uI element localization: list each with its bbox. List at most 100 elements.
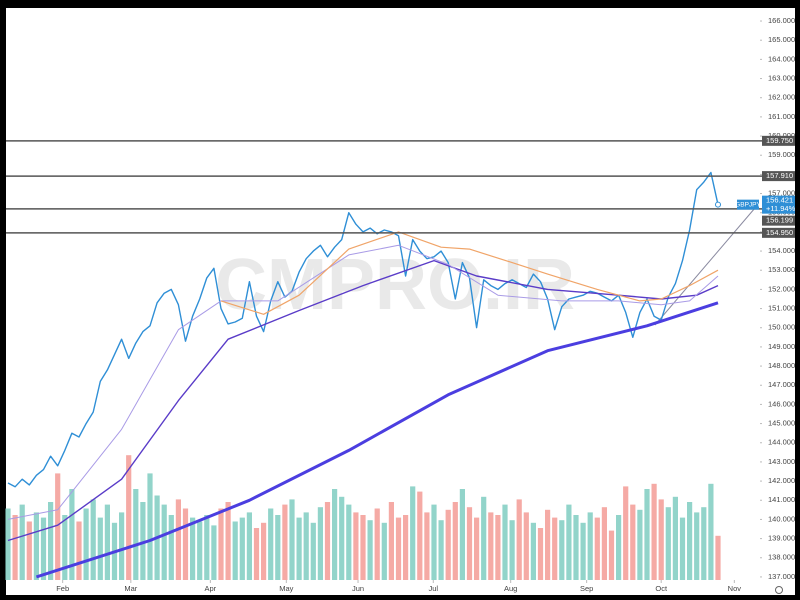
volume-bar [253, 528, 260, 580]
volume-bar [147, 473, 153, 580]
y-tick-label: 137.000 [768, 572, 795, 581]
y-tick-label: 164.000 [768, 54, 795, 63]
volume-bar [594, 517, 600, 580]
symbol-box [737, 199, 759, 210]
volume-bar [481, 496, 487, 580]
x-tick-label: Aug [504, 584, 517, 593]
volume-bar [211, 525, 217, 580]
volume-bar [324, 502, 331, 580]
volume-bar [623, 486, 629, 580]
x-tick-label: Oct [655, 584, 668, 593]
volume-bar [424, 512, 430, 580]
x-tick-label: Jun [352, 584, 364, 593]
level-label-box [762, 171, 795, 182]
volume-bar [367, 520, 373, 580]
y-tick-label: 163.000 [768, 74, 795, 83]
y-tick-label: 142.000 [768, 476, 795, 485]
volume-bar [268, 508, 274, 580]
volume-bar [474, 517, 480, 580]
volume-bar [12, 515, 18, 580]
volume-bar [502, 504, 508, 580]
level-label: 157.910 [766, 171, 793, 180]
volume-bar [232, 521, 238, 580]
level-label-box [762, 215, 795, 226]
y-tick-label: 157.000 [768, 189, 795, 198]
volume-bar [566, 504, 572, 580]
volume-bar [175, 499, 181, 580]
volume-bar [360, 515, 366, 580]
volume-bar [530, 522, 536, 580]
y-tick-label: 150.000 [768, 323, 795, 332]
volume-bar [580, 522, 586, 580]
last-point [715, 201, 721, 208]
level-label: 154.950 [766, 228, 793, 237]
volume-bar [537, 528, 544, 580]
price-line [7, 259, 719, 542]
volume-bar [403, 515, 409, 580]
volume-bar [69, 489, 75, 580]
last-price-label: 156.421 [766, 196, 793, 205]
volume-bar [488, 512, 494, 580]
x-tick-label: May [279, 584, 293, 593]
volume-bar [459, 489, 465, 580]
volume-bar [694, 512, 700, 580]
y-tick-label: 151.000 [768, 304, 795, 313]
y-tick-label: 149.000 [768, 342, 795, 351]
y-tick-label: 153.000 [768, 265, 795, 274]
volume-bar [310, 522, 316, 580]
volume-bar [672, 496, 678, 580]
volume-bar [651, 483, 657, 580]
y-tick-label: 145.000 [768, 419, 795, 428]
volume-bar [509, 520, 515, 580]
symbol-label: GBPJPY [735, 201, 761, 208]
volume-bar [33, 512, 39, 580]
volume-bar [388, 502, 394, 580]
x-tick-label: Apr [205, 584, 217, 593]
y-tick-label: 144.000 [768, 438, 795, 447]
volume-bar [339, 496, 345, 580]
y-tick-label: 148.000 [768, 361, 795, 370]
volume-bar [303, 512, 309, 580]
volume-bar [353, 512, 359, 580]
y-tick-label: 141.000 [768, 495, 795, 504]
volume-bar [374, 508, 380, 580]
y-tick-label: 143.000 [768, 457, 795, 466]
volume-bar [601, 507, 607, 580]
volume-bar [140, 502, 146, 580]
y-tick-label: 152.000 [768, 284, 795, 293]
volume-bar [395, 517, 402, 580]
volume-bar [410, 486, 416, 580]
y-tick-label: 146.000 [768, 399, 795, 408]
level-label-box [762, 227, 795, 238]
volume-bar [630, 504, 636, 580]
volume-bar [332, 489, 338, 580]
volume-bar [346, 504, 352, 580]
settings-icon[interactable] [775, 586, 783, 594]
volume-bar [296, 517, 302, 580]
volume-bar [417, 491, 423, 580]
volume-bar [204, 515, 210, 580]
volume-bar [76, 521, 82, 580]
volume-bar [83, 508, 89, 580]
level-label-box [762, 135, 795, 146]
volume-bar [573, 515, 579, 580]
volume-bar [40, 517, 47, 580]
volume-bar [658, 499, 664, 580]
volume-bar [48, 502, 54, 580]
price-line [7, 244, 719, 520]
volume-bar [644, 489, 650, 580]
volume-bar [282, 504, 288, 580]
y-tick-label: 166.000 [768, 16, 795, 25]
x-tick-label: Feb [56, 584, 69, 593]
x-tick-label: Nov [728, 584, 742, 593]
volume-bar [545, 509, 551, 580]
volume-bar [126, 455, 132, 580]
volume-bar [104, 504, 110, 580]
level-label: 156.199 [766, 216, 793, 225]
volume-bar [261, 522, 267, 580]
volume-bar [97, 517, 103, 580]
volume-bar [218, 508, 224, 580]
volume-bar [495, 515, 501, 580]
